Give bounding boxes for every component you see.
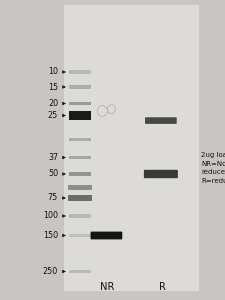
Text: 250: 250 (43, 267, 58, 276)
FancyBboxPatch shape (145, 117, 177, 124)
Bar (64, 4, 199, 291)
Bar (69, 214, 90, 218)
Bar (69, 172, 90, 176)
Bar (69, 101, 90, 105)
Bar (69, 234, 90, 237)
Ellipse shape (97, 106, 107, 116)
Text: R: R (159, 283, 165, 292)
Bar (68, 185, 92, 190)
Bar (68, 195, 92, 201)
Text: 25: 25 (48, 111, 58, 120)
Bar (69, 111, 90, 120)
Bar (69, 85, 90, 89)
Text: 100: 100 (43, 212, 58, 220)
Bar (69, 270, 90, 273)
Text: 150: 150 (43, 231, 58, 240)
Ellipse shape (107, 105, 115, 114)
Text: 75: 75 (48, 194, 58, 202)
Text: 2ug loading
NR=Non-
reduced
R=reduced: 2ug loading NR=Non- reduced R=reduced (201, 152, 225, 184)
Text: 50: 50 (48, 169, 58, 178)
FancyBboxPatch shape (90, 232, 122, 239)
Text: 15: 15 (48, 82, 58, 91)
Text: NR: NR (100, 283, 114, 292)
Bar (69, 70, 90, 74)
Text: 10: 10 (48, 68, 58, 76)
Text: 37: 37 (48, 153, 58, 162)
Text: 20: 20 (48, 99, 58, 108)
FancyBboxPatch shape (144, 170, 178, 178)
Bar (69, 156, 90, 159)
Bar (69, 138, 90, 141)
